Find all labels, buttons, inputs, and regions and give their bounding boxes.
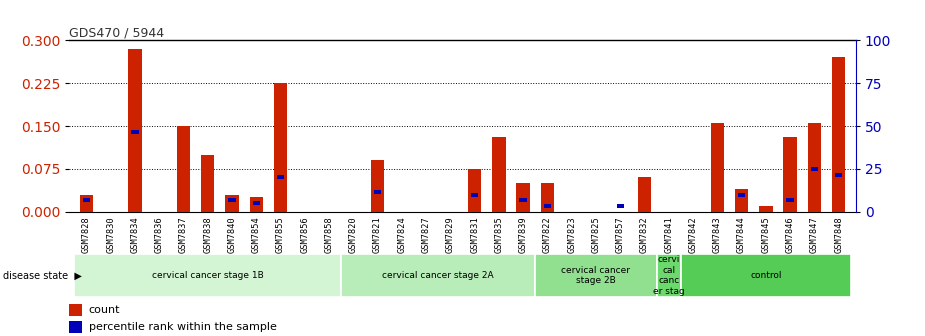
Bar: [835, 173, 843, 176]
Bar: [80, 195, 93, 212]
Bar: [738, 193, 746, 197]
Bar: [786, 198, 794, 202]
Bar: [516, 183, 530, 212]
Bar: [492, 137, 506, 212]
Bar: [734, 189, 748, 212]
Bar: [468, 169, 481, 212]
Text: control: control: [750, 271, 782, 280]
Bar: [783, 137, 796, 212]
Bar: [69, 321, 82, 333]
Bar: [617, 204, 623, 208]
Bar: [541, 183, 554, 212]
Bar: [759, 206, 772, 212]
Bar: [520, 198, 527, 202]
Bar: [681, 254, 851, 297]
Text: GDS470 / 5944: GDS470 / 5944: [69, 26, 165, 39]
Bar: [810, 167, 818, 171]
Bar: [371, 160, 384, 212]
Bar: [74, 254, 341, 297]
Bar: [341, 254, 536, 297]
Bar: [657, 254, 681, 297]
Text: cervical cancer stage 1B: cervical cancer stage 1B: [152, 271, 264, 280]
Text: percentile rank within the sample: percentile rank within the sample: [89, 322, 277, 332]
Bar: [131, 130, 139, 134]
Bar: [177, 126, 191, 212]
Text: disease state  ▶: disease state ▶: [3, 270, 81, 281]
Bar: [250, 198, 263, 212]
Bar: [638, 177, 651, 212]
Bar: [274, 83, 287, 212]
Bar: [129, 49, 142, 212]
Bar: [471, 193, 478, 197]
Bar: [228, 198, 236, 202]
Bar: [710, 123, 724, 212]
Bar: [832, 57, 845, 212]
Bar: [253, 201, 260, 205]
Bar: [536, 254, 657, 297]
Bar: [374, 190, 381, 194]
Bar: [226, 195, 239, 212]
Bar: [808, 123, 821, 212]
Text: cervical cancer
stage 2B: cervical cancer stage 2B: [561, 266, 631, 285]
Text: count: count: [89, 305, 120, 315]
Bar: [82, 198, 90, 202]
Bar: [201, 155, 215, 212]
Bar: [69, 304, 82, 316]
Text: cervical cancer stage 2A: cervical cancer stage 2A: [382, 271, 494, 280]
Text: cervi
cal
canc
er stag: cervi cal canc er stag: [653, 255, 684, 296]
Bar: [277, 175, 284, 179]
Bar: [544, 204, 551, 208]
